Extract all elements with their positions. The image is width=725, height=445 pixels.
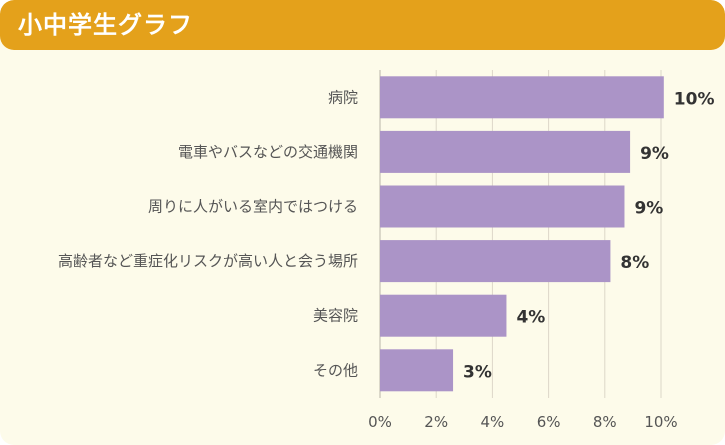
- x-tick-label: 0%: [368, 413, 392, 431]
- data-label: 4%: [516, 308, 545, 328]
- header-bar: 小中学生グラフ: [0, 0, 725, 50]
- x-tick-label: 4%: [481, 413, 505, 431]
- x-tick-label: 6%: [537, 413, 561, 431]
- category-label: 病院: [328, 88, 358, 106]
- data-label: 10%: [674, 89, 715, 109]
- chart-title: 小中学生グラフ: [18, 11, 193, 39]
- data-label: 3%: [463, 362, 492, 382]
- bar: [380, 349, 454, 392]
- data-label: 9%: [640, 144, 669, 164]
- bar: [380, 294, 507, 337]
- bar: [380, 240, 611, 283]
- bar: [380, 130, 631, 173]
- x-tick-label: 2%: [424, 413, 448, 431]
- x-tick-label: 10%: [644, 413, 677, 431]
- data-label: 9%: [634, 199, 663, 219]
- category-label: 周りに人がいる室内ではつける: [148, 198, 358, 216]
- bar: [380, 76, 664, 119]
- category-label: その他: [313, 361, 358, 379]
- category-label: 高齢者など重症化リスクが高い人と会う場所: [58, 252, 358, 270]
- data-label: 8%: [620, 253, 649, 273]
- category-label: 電車やバスなどの交通機関: [178, 143, 358, 161]
- category-label: 美容院: [313, 307, 358, 325]
- bar: [380, 185, 625, 228]
- x-tick-label: 8%: [593, 413, 617, 431]
